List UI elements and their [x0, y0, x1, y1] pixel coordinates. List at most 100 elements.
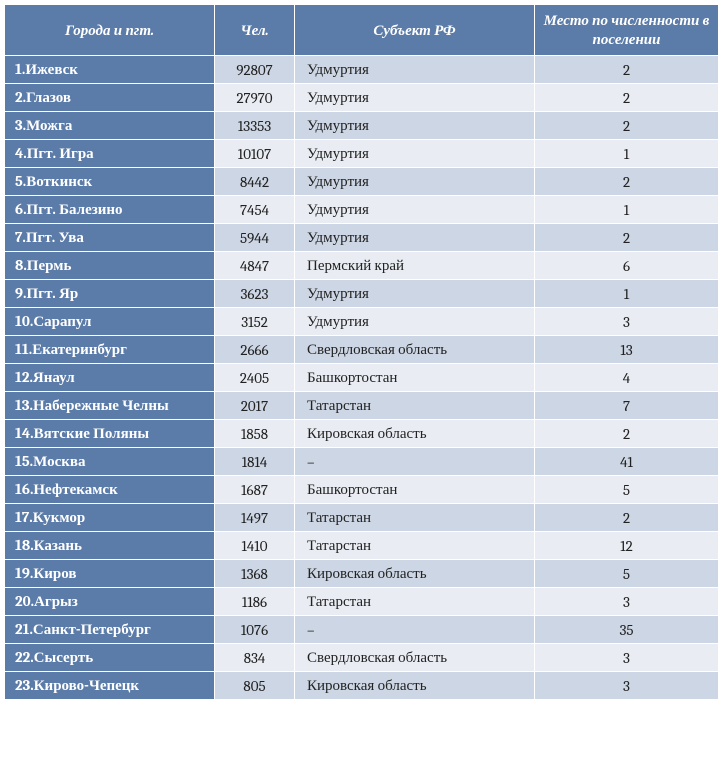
- cell-rank: 2: [535, 420, 719, 448]
- cell-pop: 1368: [215, 560, 295, 588]
- table-body: 1.Ижевск92807Удмуртия22.Глазов27970Удмур…: [5, 56, 719, 700]
- cell-city: 19.Киров: [5, 560, 215, 588]
- cell-city: 1.Ижевск: [5, 56, 215, 84]
- cell-rank: 2: [535, 504, 719, 532]
- table-row: 8.Пермь4847Пермский край6: [5, 252, 719, 280]
- cell-subj: Удмуртия: [295, 84, 535, 112]
- header-subj: Субъект РФ: [295, 5, 535, 56]
- table-row: 6.Пгт. Балезино7454Удмуртия1: [5, 196, 719, 224]
- cell-pop: 2405: [215, 364, 295, 392]
- table-row: 1.Ижевск92807Удмуртия2: [5, 56, 719, 84]
- cell-rank: 5: [535, 476, 719, 504]
- cell-pop: 1186: [215, 588, 295, 616]
- cell-city: 9.Пгт. Яр: [5, 280, 215, 308]
- cell-pop: 3623: [215, 280, 295, 308]
- cell-subj: Башкортостан: [295, 364, 535, 392]
- cell-pop: 1687: [215, 476, 295, 504]
- cell-city: 3.Можга: [5, 112, 215, 140]
- cell-rank: 3: [535, 588, 719, 616]
- cell-pop: 1076: [215, 616, 295, 644]
- cell-subj: Удмуртия: [295, 224, 535, 252]
- cell-subj: Кировская область: [295, 560, 535, 588]
- table-row: 11.Екатеринбург2666Свердловская область1…: [5, 336, 719, 364]
- table-row: 15.Москва1814–41: [5, 448, 719, 476]
- cell-subj: Пермский край: [295, 252, 535, 280]
- cell-pop: 4847: [215, 252, 295, 280]
- cities-table: Города и пгт. Чел. Субъект РФ Место по ч…: [4, 4, 719, 700]
- cell-rank: 7: [535, 392, 719, 420]
- table-row: 9.Пгт. Яр3623Удмуртия1: [5, 280, 719, 308]
- table-row: 2.Глазов27970Удмуртия2: [5, 84, 719, 112]
- cell-pop: 1497: [215, 504, 295, 532]
- cell-pop: 3152: [215, 308, 295, 336]
- cell-city: 6.Пгт. Балезино: [5, 196, 215, 224]
- cell-pop: 7454: [215, 196, 295, 224]
- cell-city: 22.Сысерть: [5, 644, 215, 672]
- cell-city: 5.Воткинск: [5, 168, 215, 196]
- cell-subj: –: [295, 448, 535, 476]
- cell-rank: 6: [535, 252, 719, 280]
- cell-pop: 805: [215, 672, 295, 700]
- cell-rank: 3: [535, 644, 719, 672]
- cell-pop: 92807: [215, 56, 295, 84]
- cell-subj: Удмуртия: [295, 168, 535, 196]
- cell-subj: Татарстан: [295, 504, 535, 532]
- cell-city: 23.Кирово-Чепецк: [5, 672, 215, 700]
- table-row: 16.Нефтекамск1687Башкортостан5: [5, 476, 719, 504]
- cell-city: 15.Москва: [5, 448, 215, 476]
- cell-subj: –: [295, 616, 535, 644]
- cell-city: 2.Глазов: [5, 84, 215, 112]
- cell-subj: Татарстан: [295, 392, 535, 420]
- cell-subj: Кировская область: [295, 420, 535, 448]
- cell-subj: Башкортостан: [295, 476, 535, 504]
- cell-city: 14.Вятские Поляны: [5, 420, 215, 448]
- cell-rank: 5: [535, 560, 719, 588]
- cell-subj: Удмуртия: [295, 112, 535, 140]
- table-row: 20.Агрыз1186Татарстан3: [5, 588, 719, 616]
- cell-pop: 1410: [215, 532, 295, 560]
- cell-city: 11.Екатеринбург: [5, 336, 215, 364]
- cell-pop: 1814: [215, 448, 295, 476]
- cell-pop: 13353: [215, 112, 295, 140]
- cell-pop: 2017: [215, 392, 295, 420]
- cell-city: 20.Агрыз: [5, 588, 215, 616]
- cell-pop: 27970: [215, 84, 295, 112]
- cell-pop: 1858: [215, 420, 295, 448]
- cell-subj: Татарстан: [295, 532, 535, 560]
- table-row: 21.Санкт-Петербург1076–35: [5, 616, 719, 644]
- cell-rank: 3: [535, 672, 719, 700]
- cell-rank: 2: [535, 56, 719, 84]
- cell-city: 10.Сарапул: [5, 308, 215, 336]
- cell-subj: Удмуртия: [295, 196, 535, 224]
- cell-rank: 13: [535, 336, 719, 364]
- cell-pop: 834: [215, 644, 295, 672]
- cell-subj: Свердловская область: [295, 336, 535, 364]
- cell-city: 12.Янаул: [5, 364, 215, 392]
- table-row: 23.Кирово-Чепецк805Кировская область3: [5, 672, 719, 700]
- cell-subj: Татарстан: [295, 588, 535, 616]
- header-rank: Место по численности в поселении: [535, 5, 719, 56]
- cell-rank: 2: [535, 112, 719, 140]
- table-row: 18.Казань1410Татарстан12: [5, 532, 719, 560]
- cell-subj: Свердловская область: [295, 644, 535, 672]
- cell-city: 4.Пгт. Игра: [5, 140, 215, 168]
- cell-rank: 2: [535, 224, 719, 252]
- table-row: 14.Вятские Поляны1858Кировская область2: [5, 420, 719, 448]
- cell-subj: Удмуртия: [295, 308, 535, 336]
- cell-city: 8.Пермь: [5, 252, 215, 280]
- cell-rank: 4: [535, 364, 719, 392]
- cell-subj: Удмуртия: [295, 140, 535, 168]
- cell-city: 13.Набережные Челны: [5, 392, 215, 420]
- header-row: Города и пгт. Чел. Субъект РФ Место по ч…: [5, 5, 719, 56]
- cell-city: 17.Кукмор: [5, 504, 215, 532]
- cell-pop: 2666: [215, 336, 295, 364]
- table-row: 4.Пгт. Игра10107Удмуртия1: [5, 140, 719, 168]
- cell-rank: 1: [535, 140, 719, 168]
- table-row: 13.Набережные Челны2017Татарстан7: [5, 392, 719, 420]
- table-row: 5.Воткинск8442Удмуртия2: [5, 168, 719, 196]
- cell-pop: 8442: [215, 168, 295, 196]
- table-row: 12.Янаул2405Башкортостан4: [5, 364, 719, 392]
- cell-subj: Удмуртия: [295, 56, 535, 84]
- table-row: 17.Кукмор1497Татарстан2: [5, 504, 719, 532]
- table-row: 19.Киров1368Кировская область5: [5, 560, 719, 588]
